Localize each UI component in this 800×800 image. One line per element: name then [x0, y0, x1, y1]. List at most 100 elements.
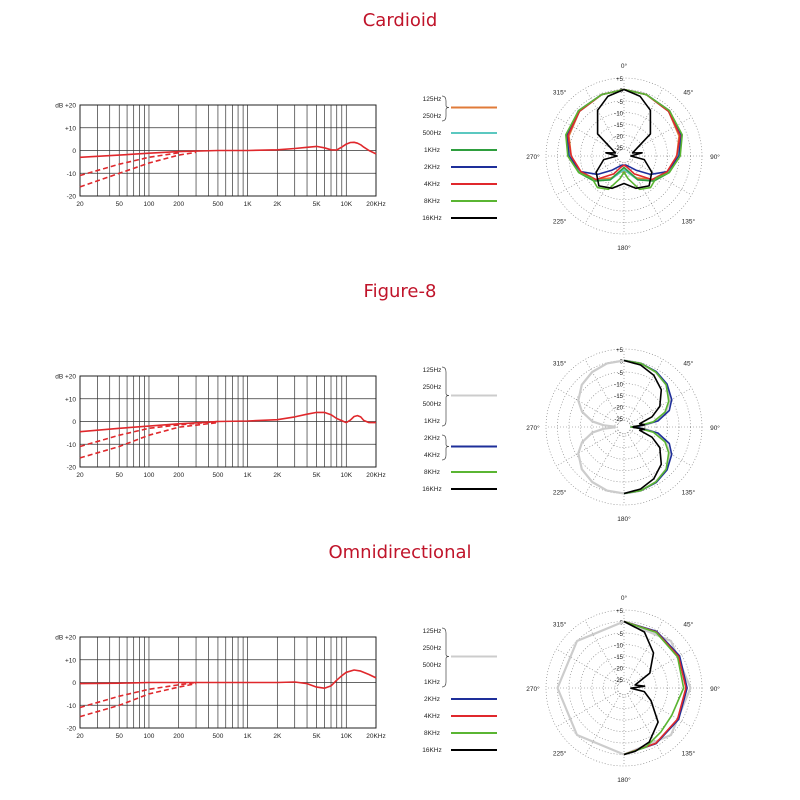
legend-label: 8KHz: [424, 469, 440, 476]
radial-tick-label: -25: [614, 417, 623, 423]
radial-tick-label: -5: [618, 371, 624, 377]
polar-curve: [623, 359, 663, 495]
legend-bracket: [441, 627, 450, 688]
y-tick-label: +10: [65, 657, 76, 664]
polar-ring: [545, 348, 703, 506]
radial-tick-label: -10: [614, 643, 623, 649]
x-tick-label: 20KHz: [366, 733, 386, 740]
angle-label: 180°: [617, 244, 631, 252]
legend-label: 4KHz: [424, 452, 440, 459]
x-tick-label: 1K: [244, 733, 253, 740]
polar-spoke: [584, 359, 622, 422]
angle-label: 135°: [682, 749, 696, 757]
polar-curve: [623, 620, 659, 756]
polar-curve: [623, 359, 670, 495]
radial-tick-label: -25: [614, 146, 623, 152]
y-tick-label: -20: [67, 726, 77, 733]
x-tick-label: 20KHz: [366, 472, 386, 479]
x-tick-label: 1K: [244, 201, 253, 208]
radial-tick-label: -15: [614, 394, 623, 400]
angle-label: 90°: [710, 424, 720, 432]
polar-spoke: [629, 690, 692, 728]
radial-tick-label: 0: [620, 88, 624, 94]
x-tick-label: 5K: [313, 201, 322, 208]
y-tick-label: -20: [67, 465, 77, 472]
angle-label: 0°: [621, 62, 628, 70]
x-tick-label: 10K: [341, 201, 353, 208]
polar-spoke: [629, 158, 692, 196]
x-tick-label: 10K: [341, 733, 353, 740]
y-tick-label: 0: [72, 680, 76, 687]
polar-spoke: [584, 161, 622, 224]
x-tick-label: 20: [76, 201, 84, 208]
radial-tick-label: -10: [614, 111, 623, 117]
radial-tick-label: +5: [616, 77, 624, 83]
radial-tick-label: 0: [620, 359, 624, 365]
y-tick-label: dB +20: [55, 103, 76, 110]
polar-ring: [603, 667, 645, 709]
legend-bracket: [441, 366, 450, 427]
angle-label: 0°: [621, 594, 628, 602]
x-tick-label: 50: [116, 733, 124, 740]
polar-curve: [567, 88, 681, 181]
angle-label: 270°: [526, 424, 540, 432]
x-tick-label: 200: [173, 472, 184, 479]
polar-spoke: [626, 88, 664, 151]
angle-label: 315°: [553, 621, 567, 629]
polar-curve: [556, 620, 692, 756]
x-tick-label: 2K: [273, 201, 282, 208]
x-tick-label: 20KHz: [366, 201, 386, 208]
polar-ring: [568, 100, 680, 212]
y-tick-label: -10: [67, 442, 77, 449]
polar-spoke: [556, 158, 619, 196]
angle-label: 225°: [553, 749, 567, 757]
radial-tick-label: -25: [614, 678, 623, 684]
angle-label: 225°: [553, 217, 567, 225]
response-curve-dashed: [79, 151, 197, 188]
polar-curve: [564, 88, 684, 191]
legend-label: 500Hz: [423, 662, 442, 669]
y-tick-label: 0: [72, 419, 76, 426]
polar-pattern-chart: +5 0 -5 -10 -15 -20 -25 45° 90° 135° 180° 225° 270° 3…: [526, 348, 720, 523]
polar-spoke: [629, 387, 692, 425]
legend-bracket: [441, 95, 450, 122]
angle-label: 180°: [617, 515, 631, 523]
chart-frame: [79, 636, 377, 729]
polar-curve: [623, 620, 685, 756]
radial-tick-label: -10: [614, 382, 623, 388]
x-tick-label: 100: [144, 733, 155, 740]
polar-ring: [557, 89, 691, 223]
polar-spoke: [556, 387, 619, 425]
polar-pattern-chart: +5 0 -5 -10 -15 -20 -25 0° 45° 90° 135° 180° 225° 270…: [526, 62, 720, 252]
legend-label: 2KHz: [424, 164, 440, 171]
y-tick-label: 0: [72, 148, 76, 155]
legend-label: 8KHz: [424, 198, 440, 205]
response-curve-dashed: [79, 421, 218, 459]
x-tick-label: 10K: [341, 472, 353, 479]
radial-tick-label: -15: [614, 123, 623, 129]
polar-spoke: [556, 690, 619, 728]
x-tick-label: 2K: [273, 472, 282, 479]
x-tick-label: 2K: [273, 733, 282, 740]
polar-ring: [545, 609, 703, 767]
polar-spoke: [626, 161, 664, 224]
x-tick-label: 20: [76, 472, 84, 479]
polar-spoke: [556, 648, 619, 686]
x-tick-label: 5K: [313, 733, 322, 740]
polar-ring: [557, 360, 691, 494]
polar-ring: [580, 112, 668, 200]
angle-label: 45°: [683, 89, 693, 97]
x-tick-label: 100: [144, 201, 155, 208]
section-title-cardioid: Cardioid: [362, 10, 438, 31]
x-tick-label: 200: [173, 733, 184, 740]
radial-tick-label: -20: [614, 666, 623, 672]
polar-ring: [568, 371, 680, 483]
chart-frame: [79, 375, 377, 468]
polar-ring: [545, 77, 703, 235]
frequency-legend: 125Hz 250Hz 500Hz 1KHz 2KHz 4KHz 8KHz 16KHz: [422, 366, 497, 493]
x-tick-label: 20: [76, 733, 84, 740]
legend-label: 125Hz: [423, 628, 442, 635]
legend-label: 500Hz: [423, 130, 442, 137]
angle-label: 270°: [526, 685, 540, 693]
